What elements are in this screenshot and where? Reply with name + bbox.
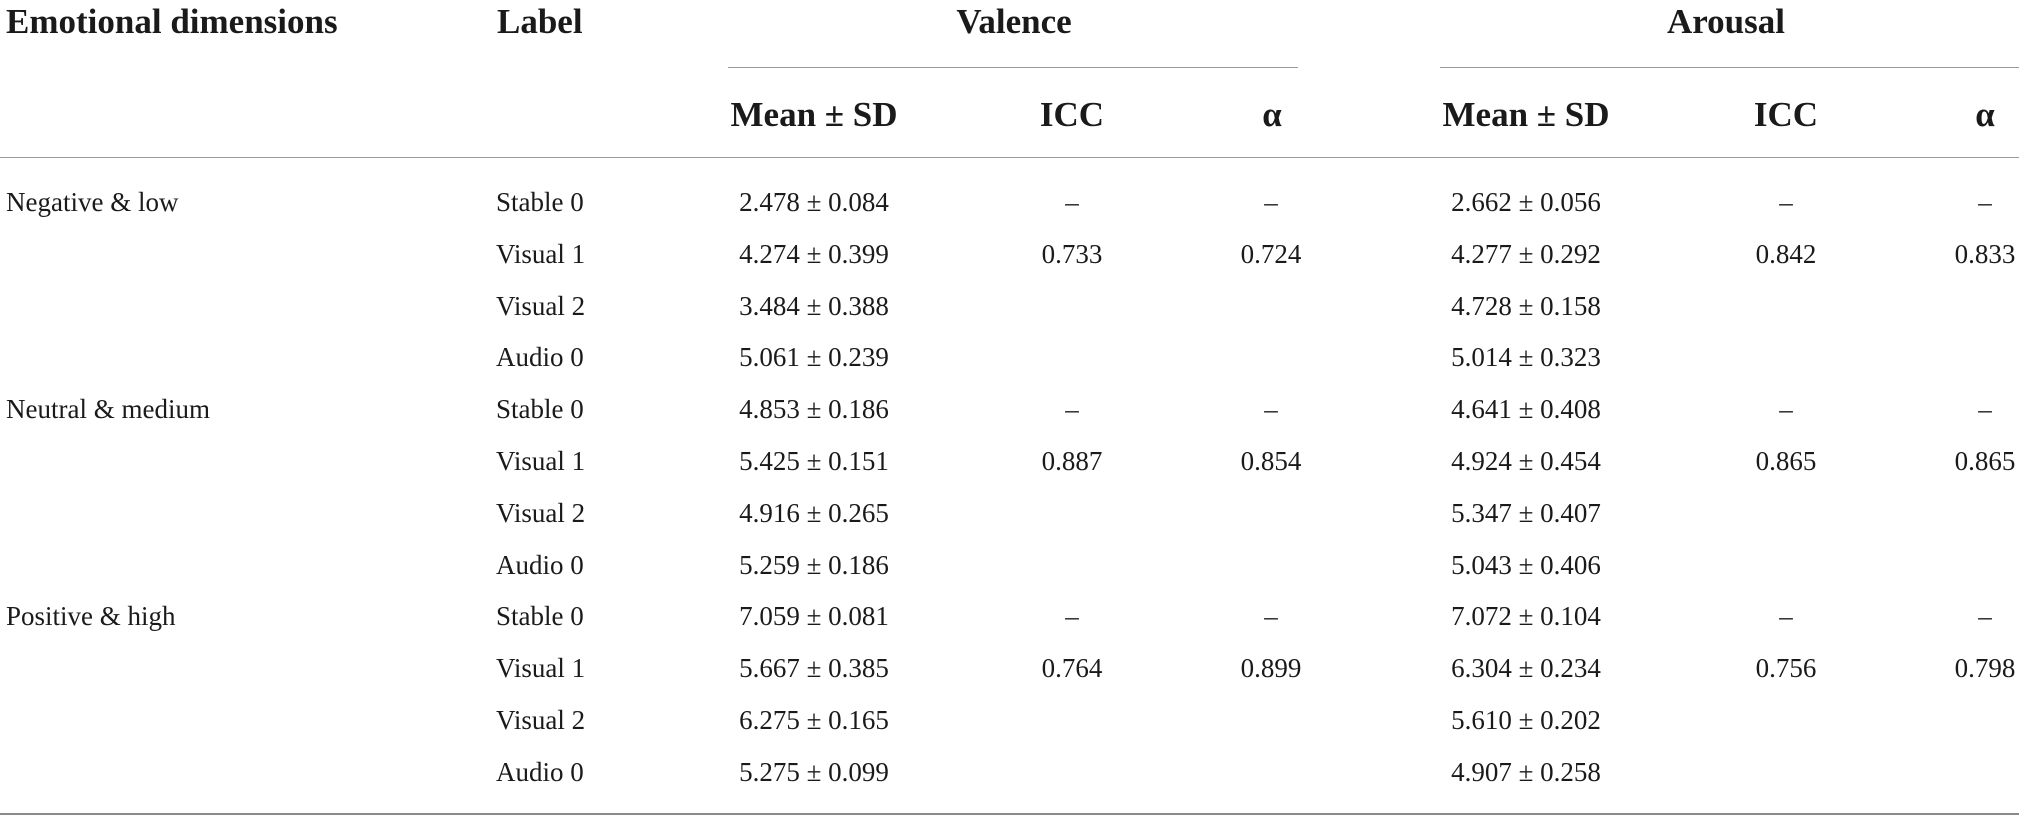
cell-valence-mean-sd: 4.274 ± 0.399 [739, 239, 889, 269]
cell-valence-mean-sd: 3.484 ± 0.388 [739, 291, 889, 321]
cell-label: Stable 0 [496, 394, 584, 424]
cell-arousal-alpha: – [1978, 187, 1992, 217]
cell-arousal-alpha: 0.798 [1954, 653, 2016, 683]
cell-valence-icc: 0.733 [1041, 239, 1103, 269]
cell-valence-alpha: – [1264, 601, 1278, 631]
cell-valence-mean-sd: 5.061 ± 0.239 [739, 342, 889, 372]
cell-valence-alpha: 0.854 [1240, 446, 1302, 476]
cell-emotional-dimension: Negative & low [6, 187, 179, 217]
cell-label: Audio 0 [496, 342, 584, 372]
header-valence-icc: ICC [1039, 95, 1105, 134]
arousal-spanner-rule [1440, 67, 2019, 68]
header-valence-mean-sd: Mean ± SD [730, 95, 898, 134]
cell-label: Audio 0 [496, 757, 584, 787]
header-arousal-mean-sd: Mean ± SD [1442, 95, 1610, 134]
header-rule [0, 157, 2019, 158]
header-arousal: Arousal [1667, 2, 1785, 41]
cell-label: Audio 0 [496, 550, 584, 580]
cell-valence-alpha: – [1264, 394, 1278, 424]
cell-arousal-icc: 0.865 [1755, 446, 1817, 476]
cell-valence-icc: – [1065, 394, 1079, 424]
cell-valence-mean-sd: 4.853 ± 0.186 [739, 394, 889, 424]
cell-valence-alpha: 0.724 [1240, 239, 1302, 269]
cell-valence-icc: – [1065, 601, 1079, 631]
cell-arousal-mean-sd: 2.662 ± 0.056 [1451, 187, 1601, 217]
header-valence-alpha: α [1262, 95, 1282, 134]
cell-label: Visual 2 [496, 291, 586, 321]
cell-arousal-icc: – [1779, 394, 1793, 424]
cell-valence-mean-sd: 5.667 ± 0.385 [739, 653, 889, 683]
cell-valence-icc: 0.887 [1041, 446, 1103, 476]
cell-arousal-mean-sd: 5.347 ± 0.407 [1451, 498, 1601, 528]
header-arousal-alpha: α [1975, 95, 1995, 134]
cell-label: Visual 1 [496, 653, 586, 683]
table-bottom-rule [0, 813, 2019, 815]
cell-arousal-alpha: 0.833 [1954, 239, 2016, 269]
cell-arousal-mean-sd: 5.610 ± 0.202 [1451, 705, 1601, 735]
valence-spanner-rule [728, 67, 1298, 68]
cell-arousal-mean-sd: 6.304 ± 0.234 [1451, 653, 1601, 683]
cell-arousal-mean-sd: 4.924 ± 0.454 [1451, 446, 1601, 476]
cell-valence-icc: – [1065, 187, 1079, 217]
cell-valence-mean-sd: 4.916 ± 0.265 [739, 498, 889, 528]
cell-valence-mean-sd: 2.478 ± 0.084 [739, 187, 889, 217]
cell-valence-alpha: – [1264, 187, 1278, 217]
header-valence: Valence [956, 2, 1072, 41]
cell-arousal-mean-sd: 4.641 ± 0.408 [1451, 394, 1601, 424]
cell-valence-mean-sd: 5.259 ± 0.186 [739, 550, 889, 580]
cell-valence-mean-sd: 5.425 ± 0.151 [739, 446, 889, 476]
cell-valence-alpha: 0.899 [1240, 653, 1302, 683]
cell-label: Visual 1 [496, 239, 586, 269]
cell-arousal-mean-sd: 4.907 ± 0.258 [1451, 757, 1601, 787]
cell-arousal-mean-sd: 5.043 ± 0.406 [1451, 550, 1601, 580]
cell-arousal-alpha: 0.865 [1954, 446, 2016, 476]
cell-arousal-mean-sd: 7.072 ± 0.104 [1451, 601, 1601, 631]
cell-valence-mean-sd: 5.275 ± 0.099 [739, 757, 889, 787]
header-emotional-dimensions: Emotional dimensions [6, 2, 338, 41]
cell-arousal-mean-sd: 4.277 ± 0.292 [1451, 239, 1601, 269]
cell-label: Visual 2 [496, 498, 586, 528]
cell-arousal-mean-sd: 5.014 ± 0.323 [1451, 342, 1601, 372]
cell-label: Visual 2 [496, 705, 586, 735]
cell-arousal-alpha: – [1978, 601, 1992, 631]
cell-emotional-dimension: Neutral & medium [6, 394, 210, 424]
header-label: Label [497, 2, 583, 41]
cell-label: Visual 1 [496, 446, 586, 476]
cell-arousal-icc: 0.842 [1755, 239, 1817, 269]
cell-valence-mean-sd: 7.059 ± 0.081 [739, 601, 889, 631]
cell-label: Stable 0 [496, 187, 584, 217]
cell-emotional-dimension: Positive & high [6, 601, 176, 631]
cell-arousal-mean-sd: 4.728 ± 0.158 [1451, 291, 1601, 321]
cell-arousal-icc: – [1779, 601, 1793, 631]
cell-arousal-icc: 0.756 [1755, 653, 1817, 683]
cell-arousal-alpha: – [1978, 394, 1992, 424]
cell-valence-mean-sd: 6.275 ± 0.165 [739, 705, 889, 735]
cell-label: Stable 0 [496, 601, 584, 631]
cell-valence-icc: 0.764 [1041, 653, 1103, 683]
cell-arousal-icc: – [1779, 187, 1793, 217]
header-arousal-icc: ICC [1753, 95, 1819, 134]
